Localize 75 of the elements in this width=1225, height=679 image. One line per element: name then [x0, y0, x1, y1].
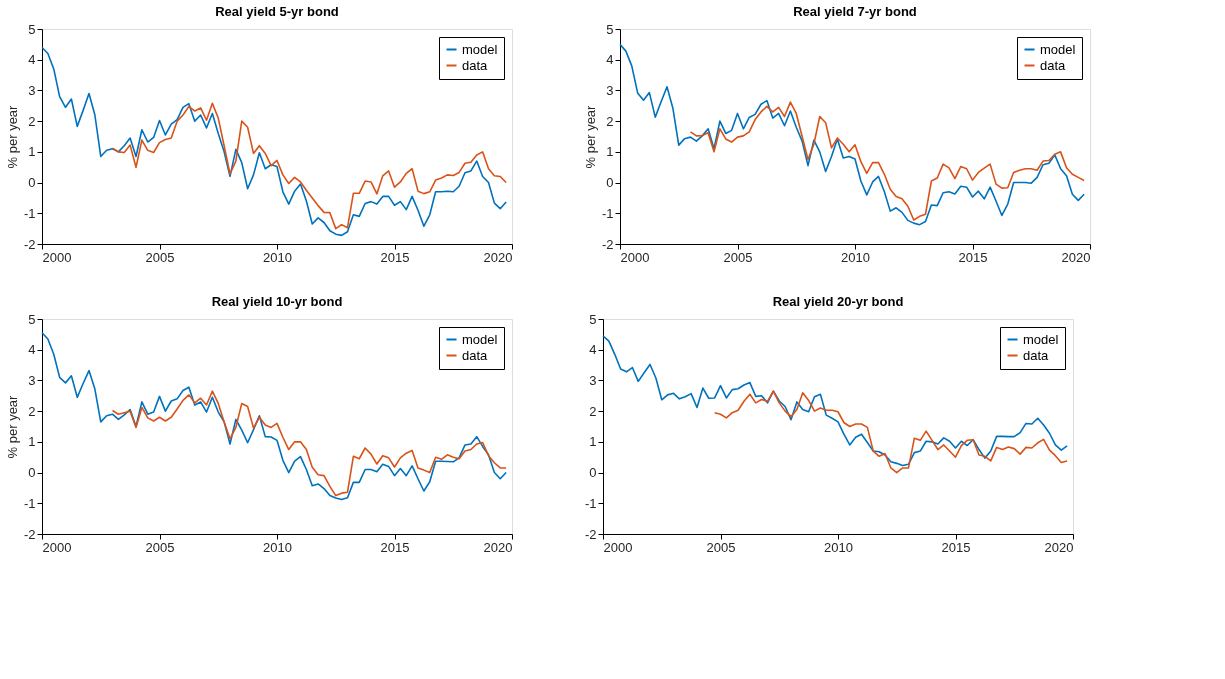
- y-tick-label: 0: [28, 175, 36, 191]
- y-tick-label: 2: [606, 113, 614, 129]
- x-tick-label: 2015: [380, 249, 410, 265]
- chart-title: Real yield 7-yr bond: [793, 4, 917, 19]
- x-tick-label: 2005: [145, 249, 175, 265]
- legend-label: data: [462, 347, 489, 363]
- y-tick-label: 5: [589, 311, 597, 327]
- y-tick-label: 0: [589, 465, 597, 481]
- x-tick-label: 2005: [706, 539, 736, 555]
- y-tick-label: -1: [23, 205, 36, 221]
- y-tick-label: -2: [23, 236, 36, 252]
- y-tick-label: 3: [589, 372, 597, 388]
- legend-label: model: [462, 41, 498, 57]
- x-tick-label: 2020: [1044, 539, 1074, 555]
- y-tick-label: -2: [584, 526, 597, 542]
- chart-title: Real yield 5-yr bond: [215, 4, 339, 19]
- y-tick-label: 0: [606, 175, 614, 191]
- chart-title: Real yield 10-yr bond: [211, 294, 343, 309]
- line-series: [602, 335, 1068, 467]
- x-tick-label: 2015: [380, 539, 410, 555]
- y-tick-label: 2: [28, 113, 36, 129]
- x-tick-label: 2000: [603, 539, 633, 555]
- line-series: [619, 43, 1085, 226]
- line-series: [41, 46, 507, 237]
- y-tick-label: 1: [28, 434, 36, 450]
- y-tick-label: 5: [28, 311, 36, 327]
- line-series: [41, 332, 507, 501]
- y-tick-label: 5: [28, 21, 36, 37]
- y-tick-label: 2: [589, 403, 597, 419]
- x-tick-label: 2005: [145, 539, 175, 555]
- x-tick-label: 2010: [263, 249, 292, 265]
- legend-label: model: [1040, 41, 1076, 57]
- y-tick-label: -1: [584, 495, 597, 511]
- x-tick-label: 2020: [483, 249, 513, 265]
- y-tick-label: 5: [606, 21, 614, 37]
- y-tick-label: 1: [589, 434, 597, 450]
- y-tick-label: 4: [606, 52, 614, 68]
- x-tick-label: 2015: [941, 539, 971, 555]
- legend-label: data: [1040, 57, 1067, 73]
- x-tick-label: 2015: [958, 249, 988, 265]
- legend-label: model: [462, 331, 498, 347]
- x-tick-label: 2005: [723, 249, 753, 265]
- y-tick-label: 1: [606, 144, 614, 160]
- legend-label: model: [1023, 331, 1059, 347]
- legend-label: data: [462, 57, 489, 73]
- y-tick-label: -1: [601, 205, 614, 221]
- line-series: [689, 101, 1085, 221]
- y-axis-title: % per year: [4, 394, 20, 459]
- x-tick-label: 2020: [483, 539, 513, 555]
- y-axis-title: % per year: [582, 104, 598, 169]
- line-series: [713, 390, 1068, 474]
- x-tick-label: 2010: [824, 539, 853, 555]
- y-tick-label: 4: [28, 52, 36, 68]
- y-tick-label: 1: [28, 144, 36, 160]
- x-tick-label: 2020: [1061, 249, 1091, 265]
- x-tick-label: 2010: [263, 539, 292, 555]
- x-tick-label: 2000: [42, 539, 72, 555]
- y-axis-title: % per year: [4, 104, 20, 169]
- x-tick-label: 2000: [620, 249, 650, 265]
- chart-title: Real yield 20-yr bond: [772, 294, 904, 309]
- y-tick-label: -2: [601, 236, 614, 252]
- x-tick-label: 2000: [42, 249, 72, 265]
- y-tick-label: 2: [28, 403, 36, 419]
- y-tick-label: 3: [606, 82, 614, 98]
- y-tick-label: 4: [589, 342, 597, 358]
- line-series: [111, 390, 507, 497]
- y-tick-label: -2: [23, 526, 36, 542]
- x-tick-label: 2010: [841, 249, 870, 265]
- y-tick-label: 3: [28, 82, 36, 98]
- y-tick-label: 4: [28, 342, 36, 358]
- y-tick-label: -1: [23, 495, 36, 511]
- line-series: [111, 102, 507, 230]
- legend-label: data: [1023, 347, 1050, 363]
- y-tick-label: 0: [28, 465, 36, 481]
- y-tick-label: 3: [28, 372, 36, 388]
